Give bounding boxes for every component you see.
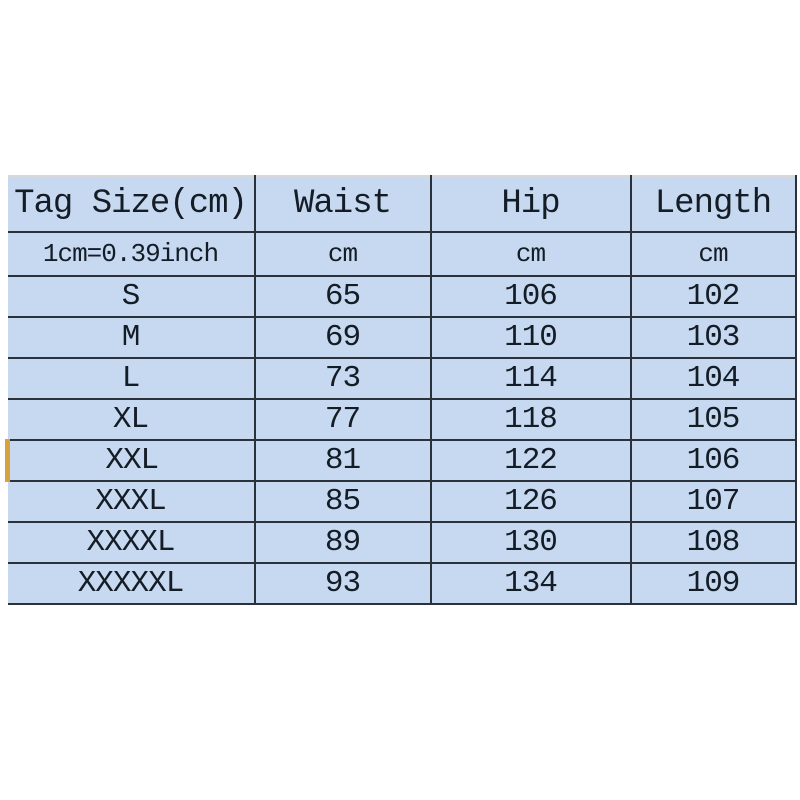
header-length: Length	[629, 175, 797, 233]
waist-cell: 65	[253, 275, 432, 318]
waist-cell: 85	[253, 480, 432, 523]
length-cell: 108	[629, 521, 797, 564]
units-row: 1cm=0.39inch cm cm cm	[7, 231, 797, 277]
length-unit: cm	[629, 231, 797, 277]
waist-cell: 69	[253, 316, 432, 359]
size-cell: M	[7, 316, 256, 359]
length-cell: 105	[629, 398, 797, 441]
table-row-l: L 73 114 104	[7, 357, 797, 400]
waist-cell: 93	[253, 562, 432, 605]
hip-unit: cm	[429, 231, 632, 277]
hip-cell: 122	[429, 439, 632, 482]
header-waist: Waist	[253, 175, 432, 233]
table-row-xl: XL 77 118 105	[7, 398, 797, 441]
length-cell: 109	[629, 562, 797, 605]
waist-cell: 81	[253, 439, 432, 482]
size-cell: L	[7, 357, 256, 400]
table-row-xxl: XXL 81 122 106	[5, 439, 797, 482]
size-chart-table: Tag Size(cm) Waist Hip Length 1cm=0.39in…	[5, 175, 797, 605]
hip-cell: 126	[429, 480, 632, 523]
hip-cell: 130	[429, 521, 632, 564]
conversion-note: 1cm=0.39inch	[7, 231, 256, 277]
header-hip: Hip	[429, 175, 632, 233]
length-cell: 103	[629, 316, 797, 359]
hip-cell: 134	[429, 562, 632, 605]
table-row-s: S 65 106 102	[7, 275, 797, 318]
length-cell: 104	[629, 357, 797, 400]
size-cell: S	[7, 275, 256, 318]
size-cell: XL	[7, 398, 256, 441]
size-cell: XXXXXL	[7, 562, 256, 605]
waist-cell: 73	[253, 357, 432, 400]
table-row-m: M 69 110 103	[7, 316, 797, 359]
waist-cell: 89	[253, 521, 432, 564]
hip-cell: 110	[429, 316, 632, 359]
table-row-xxxl: XXXL 85 126 107	[7, 480, 797, 523]
waist-cell: 77	[253, 398, 432, 441]
hip-cell: 106	[429, 275, 632, 318]
table-row-xxxxl: XXXXL 89 130 108	[7, 521, 797, 564]
hip-cell: 114	[429, 357, 632, 400]
length-cell: 102	[629, 275, 797, 318]
hip-cell: 118	[429, 398, 632, 441]
size-cell: XXL	[5, 439, 256, 482]
header-row: Tag Size(cm) Waist Hip Length	[7, 175, 797, 233]
length-cell: 107	[629, 480, 797, 523]
table-row-xxxxxl: XXXXXL 93 134 109	[7, 562, 797, 605]
size-cell: XXXXL	[7, 521, 256, 564]
length-cell: 106	[629, 439, 797, 482]
header-tag-size: Tag Size(cm)	[7, 175, 256, 233]
waist-unit: cm	[253, 231, 432, 277]
size-cell: XXXL	[7, 480, 256, 523]
